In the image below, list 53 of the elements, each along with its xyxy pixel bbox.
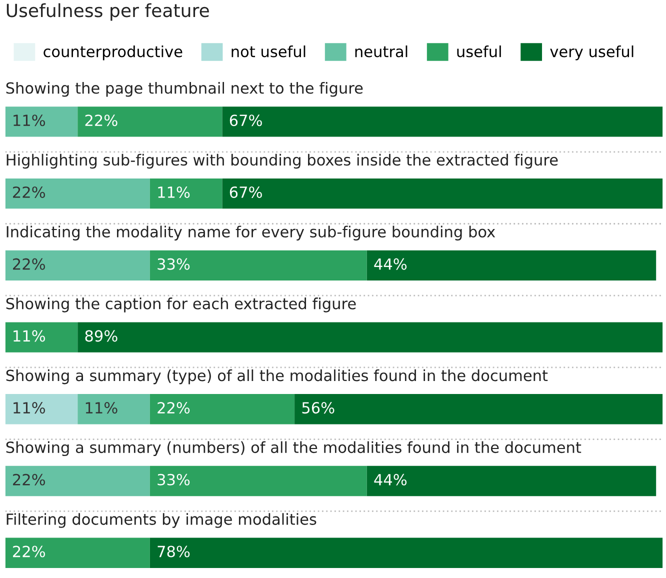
bar (5, 106, 78, 137)
data-label: 67% (230, 114, 262, 126)
y-tick-label: Filtering documents by image modalities (6, 513, 316, 528)
data-label: 11% (14, 402, 46, 414)
data-label: 44% (374, 258, 407, 270)
bar (222, 106, 663, 137)
data-label: 11% (158, 186, 190, 198)
bar (294, 394, 663, 424)
data-label: 78% (158, 546, 190, 558)
bar (5, 394, 78, 424)
data-label: 56% (302, 402, 334, 414)
data-label: 22% (13, 546, 46, 558)
chart-title: Usefulness per feature (6, 3, 209, 21)
data-label: 22% (85, 114, 118, 126)
data-label: 89% (85, 330, 118, 342)
bar (78, 106, 222, 137)
bar (366, 466, 656, 496)
data-label: 33% (158, 474, 190, 486)
bar (5, 178, 150, 209)
bar (150, 250, 367, 281)
bar (5, 466, 150, 496)
data-label: 67% (230, 186, 262, 198)
legend-label: very useful (550, 45, 634, 60)
bar (366, 250, 656, 281)
bar (150, 466, 367, 496)
bar (78, 394, 150, 424)
data-label: 22% (158, 402, 190, 414)
bar (5, 250, 150, 281)
y-tick-label: Showing a summary (type) of all the modalities found in the document (6, 369, 548, 384)
bar (150, 538, 663, 568)
bar (150, 178, 222, 209)
bar (5, 538, 150, 568)
data-label: 11% (86, 402, 118, 414)
legend-label: counterproductive (44, 45, 182, 60)
legend-label: neutral (355, 45, 408, 58)
y-tick-label: Showing a summary (numbers) of all the modalities found in the document (6, 441, 582, 456)
data-label: 33% (158, 258, 190, 270)
legend-label: useful (457, 45, 501, 58)
legend-label: not useful (232, 45, 306, 58)
y-tick-label: Highlighting sub-figures with bounding boxes inside the extracted figure (6, 154, 558, 169)
bar (5, 322, 78, 352)
data-label: 11% (14, 114, 46, 126)
bar (222, 178, 663, 209)
y-tick-label: Indicating the modality name for every sub-figure bounding box (6, 226, 496, 240)
y-tick-label: Showing the page thumbnail next to the figure (6, 82, 363, 97)
bar (150, 394, 295, 424)
y-tick-label: Showing the caption for each extracted figure (6, 298, 356, 312)
bar (78, 322, 663, 352)
data-label: 22% (13, 474, 46, 486)
data-label: 22% (13, 186, 46, 198)
data-label: 11% (14, 330, 46, 342)
data-label: 22% (13, 258, 46, 270)
data-label: 44% (374, 474, 407, 486)
